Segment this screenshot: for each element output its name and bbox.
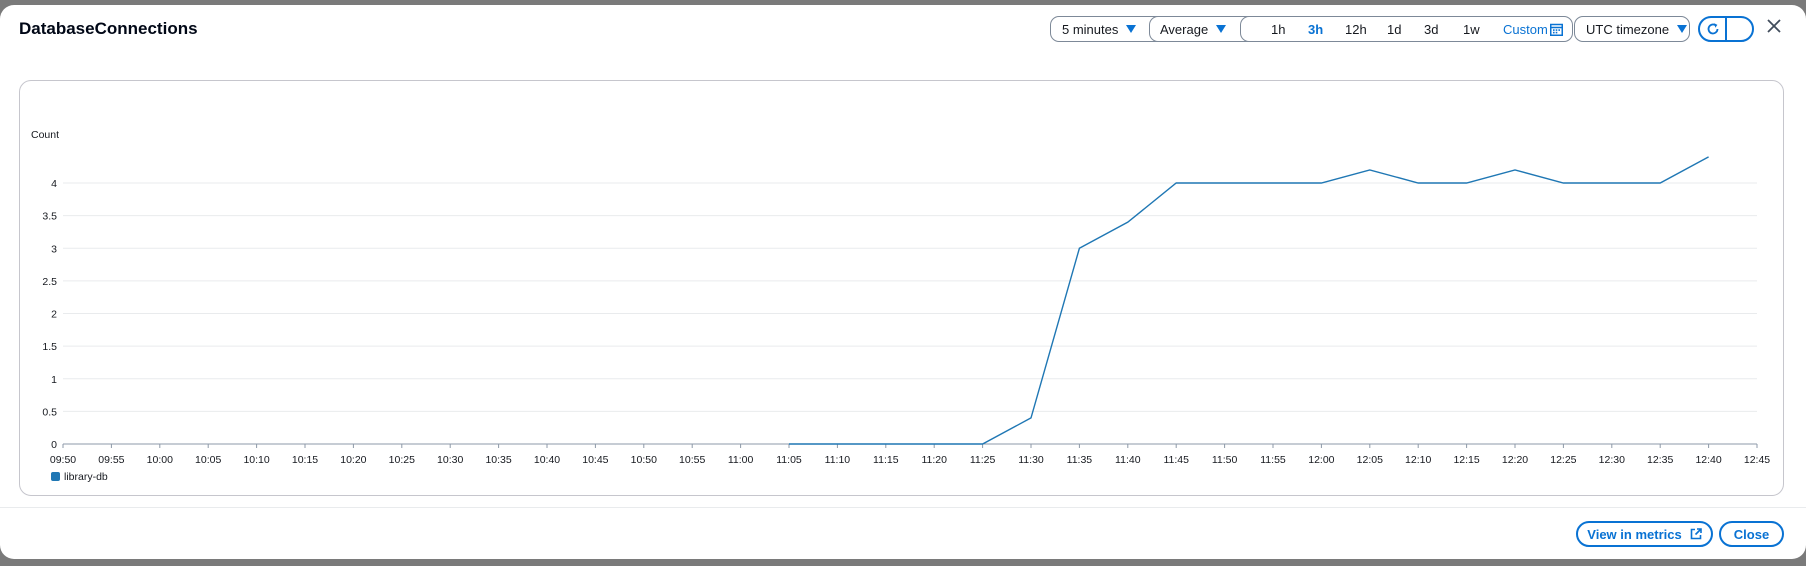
range-3d[interactable]: 3d — [1424, 22, 1439, 37]
refresh-split-button — [1698, 16, 1754, 42]
legend-swatch — [51, 472, 60, 481]
series-line-library-db — [789, 156, 1709, 445]
y-tick-label: 1 — [51, 374, 57, 386]
time-range-selector: 1h 3h 12h 1d 3d 1w Custom — [1240, 16, 1573, 42]
timezone-dropdown[interactable]: UTC timezone — [1574, 16, 1690, 42]
x-tick-label: 12:10 — [1405, 454, 1431, 466]
range-1w[interactable]: 1w — [1463, 22, 1480, 37]
range-custom[interactable]: Custom — [1503, 22, 1548, 37]
x-tick-label: 11:30 — [1018, 454, 1044, 466]
x-tick-label: 10:30 — [437, 454, 463, 466]
range-1d[interactable]: 1d — [1387, 22, 1402, 37]
period-value: 5 minutes — [1062, 21, 1119, 37]
y-tick-label: 0 — [51, 439, 57, 451]
y-tick-label: 3.5 — [42, 211, 57, 223]
x-tick-label: 11:10 — [825, 454, 851, 466]
y-tick-label: 4 — [51, 178, 57, 190]
caret-down-icon — [1126, 25, 1137, 33]
x-tick-label: 09:50 — [50, 454, 76, 466]
y-tick-label: 1.5 — [42, 341, 57, 353]
close-button[interactable]: Close — [1719, 521, 1784, 547]
x-tick-label: 10:00 — [147, 454, 173, 466]
x-tick-label: 11:50 — [1212, 454, 1238, 466]
x-tick-label: 10:35 — [485, 454, 511, 466]
modal-title: DatabaseConnections — [19, 19, 198, 38]
y-tick-label: 2 — [51, 309, 57, 321]
metric-modal: DatabaseConnections 5 minutes Average 1h… — [0, 5, 1806, 559]
x-tick-label: 11:25 — [970, 454, 996, 466]
caret-down-icon — [1216, 25, 1227, 33]
x-tick-label: 12:20 — [1502, 454, 1528, 466]
x-tick-label: 11:15 — [873, 454, 899, 466]
footer-divider — [0, 507, 1806, 508]
x-tick-label: 11:40 — [1115, 454, 1141, 466]
close-label: Close — [1733, 526, 1770, 542]
x-tick-label: 10:10 — [243, 454, 269, 466]
x-tick-label: 10:20 — [340, 454, 366, 466]
x-tick-label: 12:15 — [1453, 454, 1479, 466]
x-tick-label: 10:25 — [389, 454, 415, 466]
x-tick-label: 11:45 — [1163, 454, 1189, 466]
y-tick-label: 0.5 — [42, 406, 57, 418]
range-3h[interactable]: 3h — [1308, 22, 1324, 37]
x-tick-label: 10:55 — [679, 454, 705, 466]
calendar-icon[interactable] — [1550, 23, 1563, 36]
chart: Count 0 0.5 1 1.5 2 2.5 3 3.5 4 09:50 09:55 10:00 1… — [31, 129, 1770, 483]
x-tick-label: 12:00 — [1308, 454, 1334, 466]
x-tick-label: 11:35 — [1067, 454, 1093, 466]
x-tick-label: 11:55 — [1260, 454, 1286, 466]
x-tick-label: 09:55 — [98, 454, 124, 466]
x-tick-label: 10:40 — [534, 454, 560, 466]
x-tick-label: 11:00 — [728, 454, 754, 466]
x-tick-label: 12:40 — [1695, 454, 1721, 466]
x-tick-label: 11:05 — [776, 454, 802, 466]
view-in-metrics-button[interactable]: View in metrics — [1576, 521, 1713, 547]
legend-label: library-db — [64, 471, 108, 483]
statistic-value: Average — [1160, 21, 1209, 37]
x-tick-label: 12:45 — [1744, 454, 1770, 466]
range-12h[interactable]: 12h — [1345, 22, 1367, 37]
external-link-icon — [1690, 528, 1702, 540]
x-tick-label: 10:15 — [292, 454, 318, 466]
chart-container — [19, 80, 1784, 496]
range-1h[interactable]: 1h — [1271, 22, 1286, 37]
x-tick-label: 11:20 — [921, 454, 947, 466]
y-axis-label: Count — [31, 129, 59, 141]
close-icon[interactable] — [1766, 18, 1782, 34]
x-tick-label: 12:05 — [1357, 454, 1383, 466]
timezone-value: UTC timezone — [1586, 21, 1670, 37]
y-tick-label: 3 — [51, 243, 57, 255]
x-tick-label: 12:25 — [1550, 454, 1576, 466]
refresh-icon — [1707, 23, 1718, 35]
x-tick-label: 10:50 — [631, 454, 657, 466]
x-tick-label: 10:45 — [582, 454, 608, 466]
x-tick-label: 10:05 — [195, 454, 221, 466]
refresh-button[interactable] — [1700, 18, 1725, 40]
x-tick-label: 12:30 — [1599, 454, 1625, 466]
view-in-metrics-label: View in metrics — [1587, 526, 1682, 542]
caret-down-icon — [1677, 25, 1688, 33]
y-tick-label: 2.5 — [42, 276, 57, 288]
x-tick-label: 12:35 — [1647, 454, 1673, 466]
